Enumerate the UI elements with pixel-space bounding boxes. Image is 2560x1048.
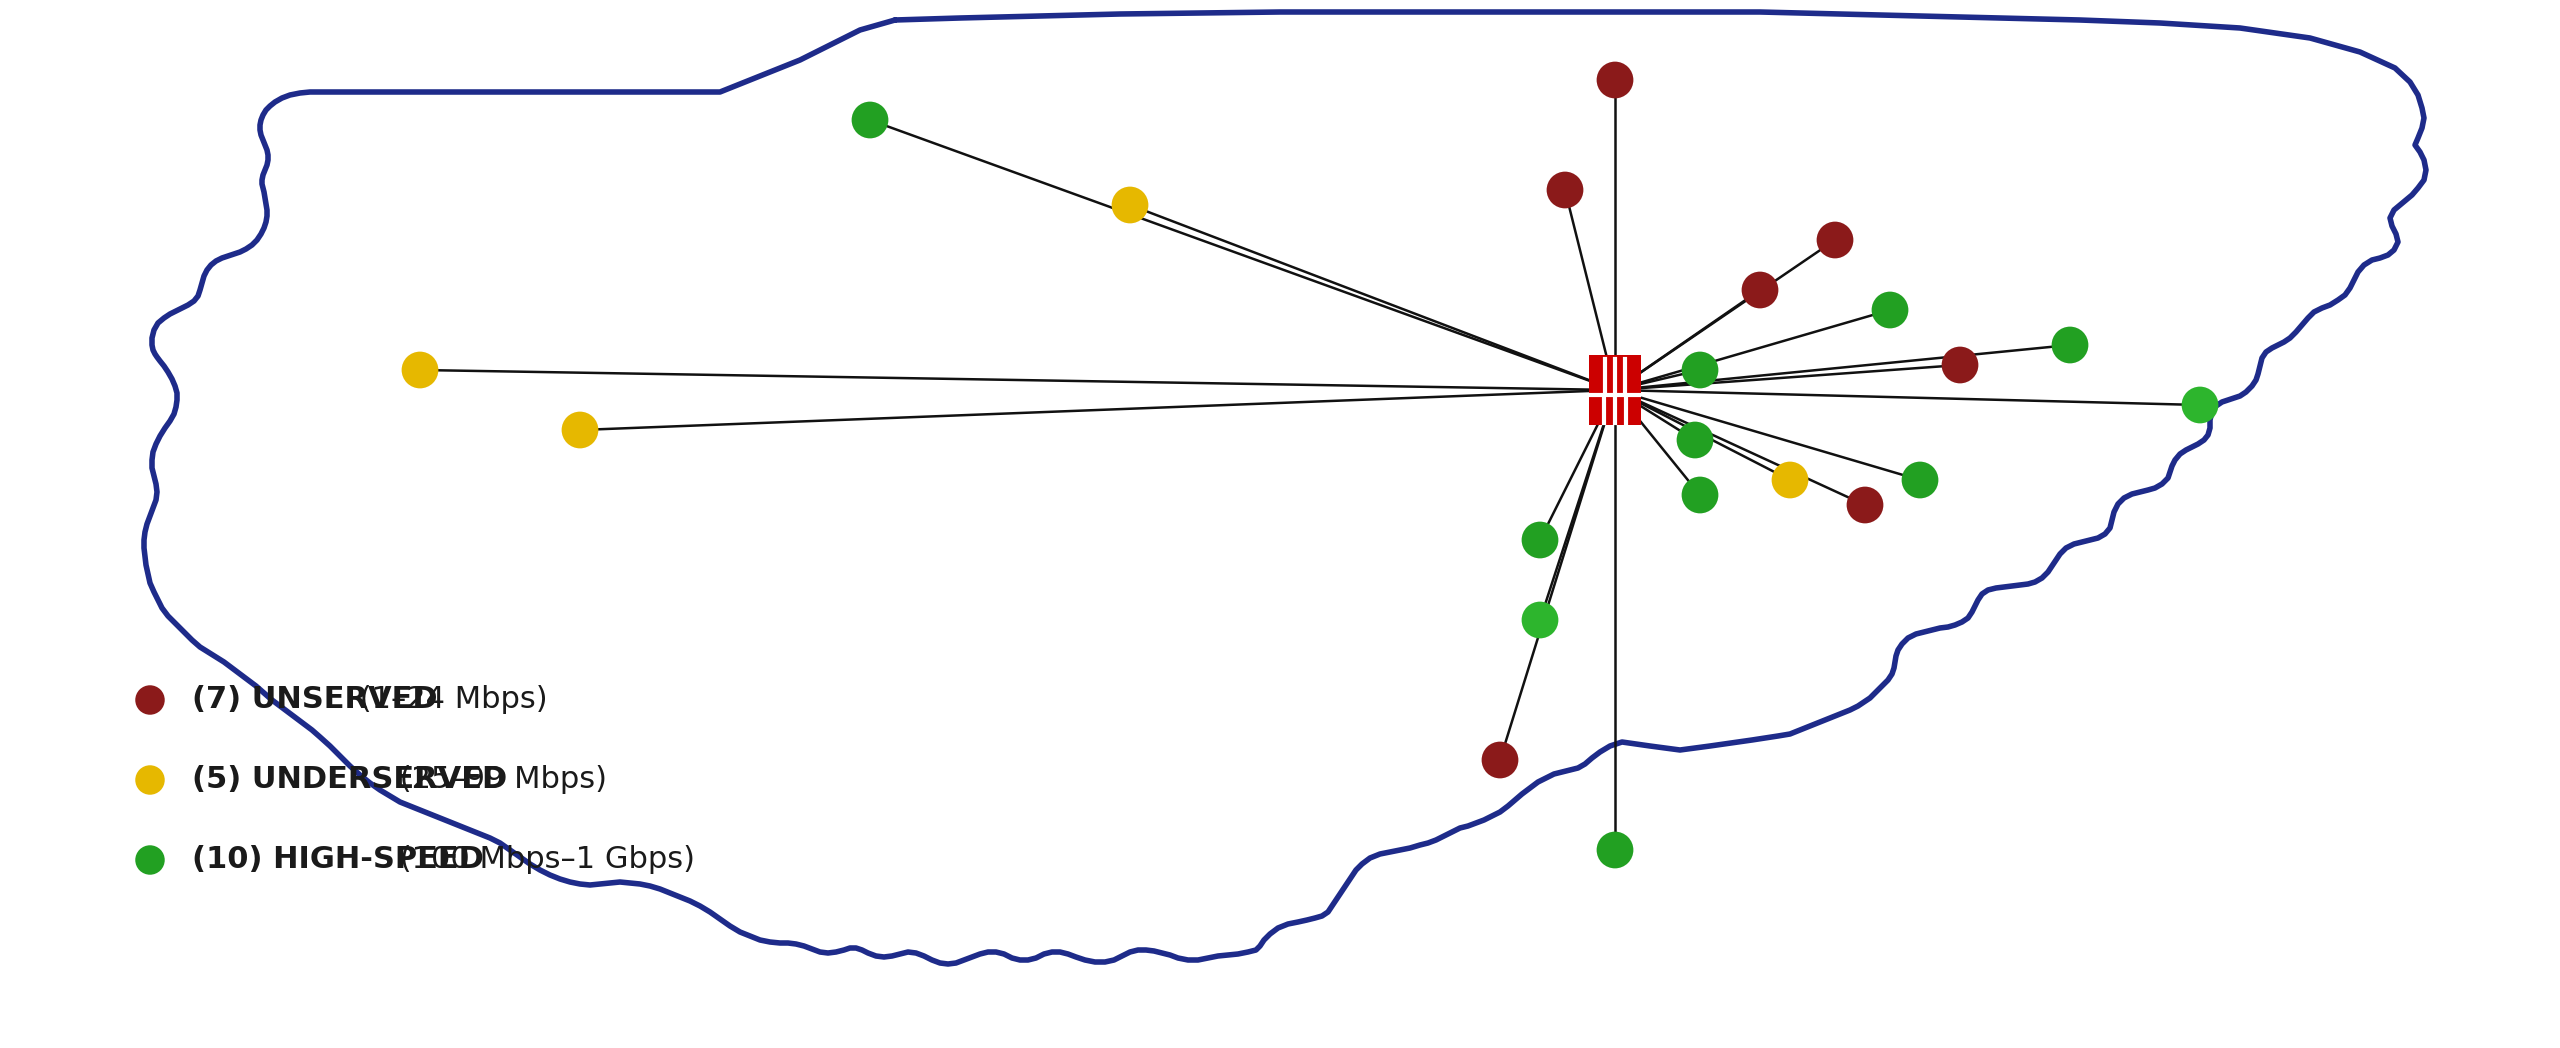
Point xyxy=(1595,842,1636,858)
Point xyxy=(131,771,172,788)
Point xyxy=(1674,432,1715,449)
Point xyxy=(1521,612,1562,629)
Text: (100 Mbps–1 Gbps): (100 Mbps–1 Gbps) xyxy=(389,846,694,874)
Point xyxy=(1480,751,1521,768)
Bar xyxy=(1590,355,1641,393)
Point xyxy=(1679,486,1720,503)
Point xyxy=(1815,232,1856,248)
Point xyxy=(1900,472,1940,488)
Point xyxy=(1108,197,1149,214)
Point xyxy=(850,112,891,129)
Point xyxy=(1595,71,1636,88)
Text: (25–99 Mbps): (25–99 Mbps) xyxy=(389,765,607,794)
Point xyxy=(399,362,440,378)
Text: (1–24 Mbps): (1–24 Mbps) xyxy=(351,685,548,715)
Point xyxy=(1521,531,1562,548)
Point xyxy=(561,421,602,438)
Text: (10) HIGH-SPEED: (10) HIGH-SPEED xyxy=(192,846,484,874)
Bar xyxy=(1590,397,1641,425)
Point xyxy=(1846,497,1887,514)
Point xyxy=(131,852,172,869)
Point xyxy=(1595,381,1636,398)
Point xyxy=(1544,181,1585,198)
Point xyxy=(1769,472,1810,488)
Point xyxy=(2051,336,2092,353)
Point xyxy=(1869,302,1910,319)
Point xyxy=(1741,282,1782,299)
Text: (7) UNSERVED: (7) UNSERVED xyxy=(192,685,438,715)
Point xyxy=(2179,396,2220,413)
Point xyxy=(131,692,172,708)
Text: (5) UNDERSERVED: (5) UNDERSERVED xyxy=(192,765,507,794)
Point xyxy=(1940,356,1981,373)
Point xyxy=(1679,362,1720,378)
